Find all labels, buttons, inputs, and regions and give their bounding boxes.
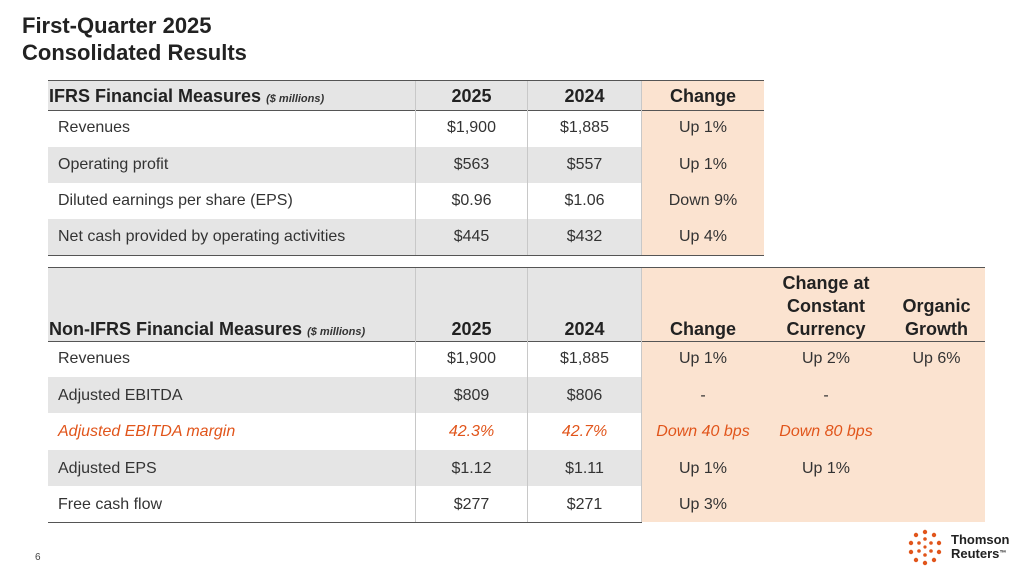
logo-wordmark: Thomson Reuters™ bbox=[951, 533, 1010, 561]
ifrs-header-title: IFRS Financial Measures bbox=[49, 86, 262, 106]
ifrs-row-band-2 bbox=[48, 147, 642, 183]
ifrs-row-2024: $1.06 bbox=[564, 192, 605, 209]
organic-header-line-2: Growth bbox=[905, 319, 968, 339]
page-number: 6 bbox=[35, 552, 41, 563]
non-ifrs-row-label: Revenues bbox=[58, 350, 131, 367]
ifrs-header-label: IFRS Financial Measures ($ millions) bbox=[49, 86, 324, 109]
ifrs-row-2025: $445 bbox=[453, 228, 490, 245]
non-ifrs-row-change: - bbox=[700, 387, 706, 404]
non-ifrs-row-label: Adjusted EBITDA margin bbox=[58, 423, 236, 440]
ccy-header-line-2: Constant bbox=[787, 296, 865, 316]
non-ifrs-divider-3 bbox=[641, 268, 642, 522]
ifrs-row-change: Down 9% bbox=[668, 192, 738, 209]
ifrs-header-2025: 2025 bbox=[451, 86, 492, 106]
ifrs-row-2024: $1,885 bbox=[560, 119, 609, 136]
ifrs-row-label: Revenues bbox=[58, 119, 131, 136]
ifrs-row-2024: $432 bbox=[566, 228, 603, 245]
organic-header-line-1: Organic bbox=[902, 296, 971, 316]
non-ifrs-row-change: Down 40 bps bbox=[656, 423, 750, 440]
non-ifrs-row-2024: $1.11 bbox=[565, 460, 604, 477]
non-ifrs-header-unit: ($ millions) bbox=[307, 326, 366, 338]
page-title: First-Quarter 2025 Consolidated Results bbox=[22, 12, 247, 66]
non-ifrs-header-2024: 2024 bbox=[564, 319, 605, 339]
non-ifrs-change-columns-bg bbox=[642, 268, 985, 522]
ifrs-row-change: Up 1% bbox=[678, 156, 728, 173]
non-ifrs-top-rule bbox=[48, 267, 985, 268]
non-ifrs-row-ccy: Up 1% bbox=[801, 460, 851, 477]
ccy-header-line-3: Currency bbox=[786, 319, 866, 339]
ifrs-bottom-rule bbox=[48, 255, 764, 256]
ifrs-row-2025: $1,900 bbox=[447, 119, 496, 136]
non-ifrs-divider-1 bbox=[415, 268, 416, 522]
ifrs-row-change: Up 1% bbox=[678, 119, 728, 136]
non-ifrs-row-band-2 bbox=[48, 377, 642, 413]
non-ifrs-row-label: Adjusted EBITDA bbox=[58, 387, 183, 404]
title-line-2: Consolidated Results bbox=[22, 40, 247, 65]
ifrs-divider-3 bbox=[641, 81, 642, 255]
non-ifrs-row-label: Adjusted EPS bbox=[58, 460, 157, 477]
non-ifrs-row-2025: $1,900 bbox=[447, 350, 496, 367]
thomson-reuters-logo: Thomson Reuters™ bbox=[905, 528, 1025, 566]
ifrs-row-2024: $557 bbox=[566, 156, 603, 173]
reuters-dot-mark-icon bbox=[908, 529, 942, 566]
ifrs-row-label: Diluted earnings per share (EPS) bbox=[58, 192, 293, 209]
ifrs-row-2025: $563 bbox=[453, 156, 490, 173]
non-ifrs-row-ccy: Up 2% bbox=[801, 350, 851, 367]
non-ifrs-header-title: Non-IFRS Financial Measures bbox=[49, 319, 303, 339]
non-ifrs-row-band-4 bbox=[48, 450, 642, 486]
ifrs-header-change: Change bbox=[669, 86, 736, 106]
ifrs-header-rule bbox=[48, 110, 764, 111]
non-ifrs-row-organic: Up 6% bbox=[912, 350, 961, 367]
ifrs-header-2024: 2024 bbox=[564, 86, 605, 106]
non-ifrs-header-rule bbox=[48, 341, 985, 342]
non-ifrs-header-2025: 2025 bbox=[451, 319, 492, 339]
non-ifrs-row-change: Up 1% bbox=[678, 350, 728, 367]
ifrs-divider-2 bbox=[527, 81, 528, 255]
non-ifrs-header-organic-growth: Organic Growth bbox=[888, 295, 985, 341]
ifrs-row-2025: $0.96 bbox=[451, 192, 492, 209]
non-ifrs-row-2024: $1,885 bbox=[560, 350, 609, 367]
non-ifrs-row-2024: $271 bbox=[566, 496, 603, 513]
non-ifrs-bottom-rule bbox=[48, 522, 642, 523]
ifrs-header-unit: ($ millions) bbox=[266, 93, 325, 105]
non-ifrs-row-2025: 42.3% bbox=[448, 423, 495, 440]
non-ifrs-row-ccy: Down 80 bps bbox=[779, 423, 873, 440]
logo-trademark: ™ bbox=[999, 550, 1007, 557]
non-ifrs-divider-2 bbox=[527, 268, 528, 522]
non-ifrs-row-label: Free cash flow bbox=[58, 496, 163, 513]
non-ifrs-row-2025: $277 bbox=[453, 496, 490, 513]
non-ifrs-row-2024: 42.7% bbox=[561, 423, 608, 440]
non-ifrs-header-label: Non-IFRS Financial Measures ($ millions) bbox=[49, 319, 365, 342]
ifrs-row-label: Net cash provided by operating activitie… bbox=[58, 228, 346, 245]
non-ifrs-header-change: Change bbox=[669, 319, 736, 339]
non-ifrs-row-ccy: - bbox=[823, 387, 829, 404]
ifrs-row-change: Up 4% bbox=[678, 228, 728, 245]
non-ifrs-row-2024: $806 bbox=[566, 387, 603, 404]
ifrs-top-rule bbox=[48, 80, 764, 81]
non-ifrs-row-change: Up 3% bbox=[678, 496, 728, 513]
title-line-1: First-Quarter 2025 bbox=[22, 13, 212, 38]
non-ifrs-row-change: Up 1% bbox=[678, 460, 728, 477]
non-ifrs-row-2025: $809 bbox=[453, 387, 490, 404]
ifrs-header-band bbox=[48, 81, 642, 110]
non-ifrs-row-2025: $1.12 bbox=[451, 460, 492, 477]
ccy-header-line-1: Change at bbox=[782, 273, 870, 293]
ifrs-row-band-4 bbox=[48, 219, 642, 255]
non-ifrs-header-constant-currency: Change at Constant Currency bbox=[764, 272, 888, 341]
ifrs-divider-1 bbox=[415, 81, 416, 255]
logo-line-2: Reuters bbox=[951, 546, 1000, 561]
non-ifrs-header-band bbox=[48, 268, 642, 341]
logo-line-1: Thomson bbox=[951, 532, 1010, 547]
ifrs-row-label: Operating profit bbox=[58, 156, 169, 173]
